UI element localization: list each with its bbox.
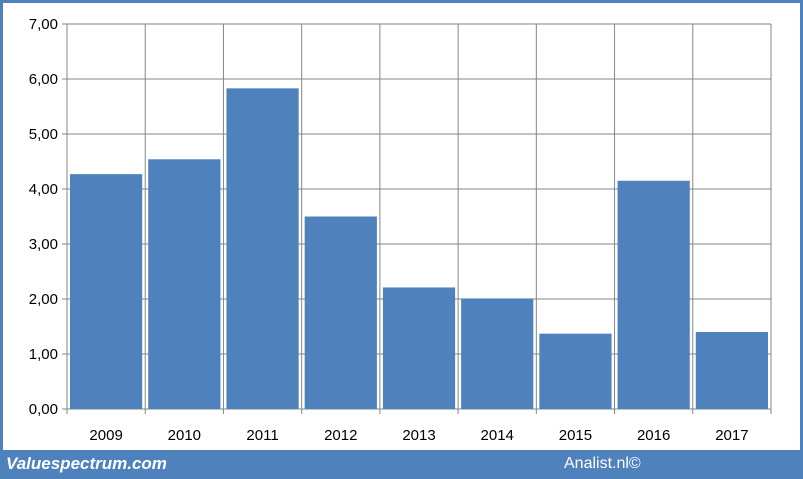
y-tick-label: 3,00 (29, 236, 58, 253)
x-tick-label: 2011 (246, 427, 278, 444)
y-tick-label: 4,00 (29, 181, 58, 198)
bar (382, 287, 456, 409)
bar (695, 332, 768, 409)
x-tick-labels: 2009 2010 2011 2012 2013 2014 2015 2016 2017 (89, 427, 748, 444)
x-tick-label: 2010 (168, 427, 201, 444)
x-tick-label: 2012 (324, 427, 357, 444)
y-tick-label: 2,00 (29, 291, 58, 308)
y-tick-label: 5,00 (29, 126, 58, 143)
bar (539, 333, 612, 409)
footer-band (0, 450, 803, 479)
y-tick-labels: 0,00 1,00 2,00 3,00 4,00 5,00 6,00 7,00 (29, 16, 58, 418)
x-tick-label: 2017 (715, 427, 748, 444)
x-tick-label: 2013 (402, 427, 435, 444)
footer-left-text: Valuespectrum.com (6, 454, 167, 473)
bar (304, 216, 377, 409)
y-tick-label: 1,00 (29, 346, 58, 363)
x-tick-label: 2015 (559, 427, 592, 444)
x-tick-label: 2009 (89, 427, 122, 444)
bar (70, 174, 143, 409)
bar (617, 180, 690, 409)
bar (148, 159, 221, 409)
y-tick-label: 6,00 (29, 71, 58, 88)
x-tick-label: 2014 (481, 427, 514, 444)
y-tick-label: 7,00 (29, 16, 58, 33)
bar (461, 298, 534, 409)
y-tick-label: 0,00 (29, 401, 58, 418)
bar-chart: 0,00 1,00 2,00 3,00 4,00 5,00 6,00 7,00 2009 201… (29, 16, 772, 444)
bars (70, 88, 768, 409)
bar (226, 88, 299, 409)
footer-right-text: Analist.nl© (564, 455, 641, 472)
x-tick-label: 2016 (637, 427, 670, 444)
